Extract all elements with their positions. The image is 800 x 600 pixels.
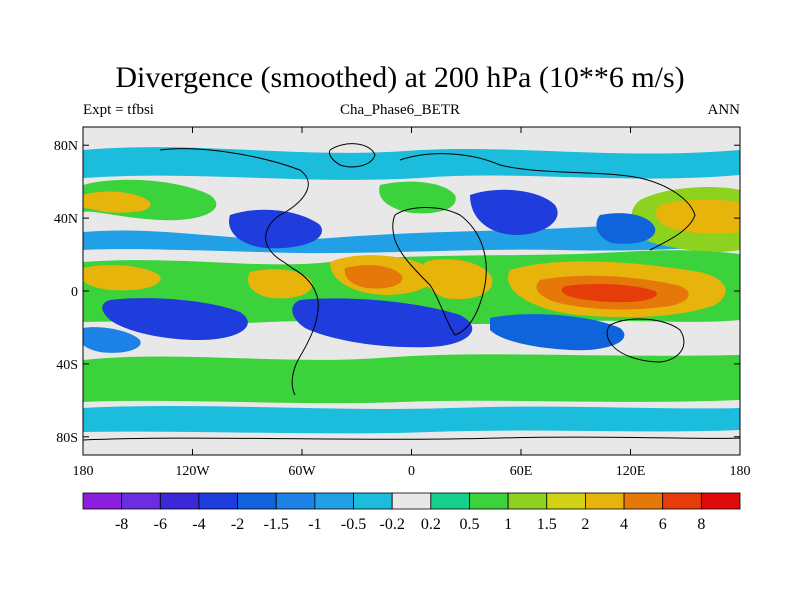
colorbar-swatch (585, 492, 625, 510)
x-tick-label: 120E (616, 464, 646, 479)
x-tick-label: 0 (408, 464, 415, 479)
contour-region (248, 269, 313, 299)
colorbar-swatch (314, 492, 354, 510)
colorbar-swatch (469, 492, 509, 510)
colorbar-swatch (237, 492, 277, 510)
colorbar-swatch (275, 492, 316, 510)
contour-region (83, 223, 740, 254)
colorbar-label: -4 (192, 516, 205, 533)
contour-region (83, 191, 151, 213)
contour-region (561, 283, 658, 303)
x-tick-label: 180 (73, 464, 94, 479)
colorbar-label: 4 (620, 516, 628, 533)
colorbar-swatch (391, 492, 432, 510)
contour-region (83, 327, 141, 353)
eurasia-coast (399, 153, 696, 251)
colorbar-swatch (353, 492, 393, 510)
contour-region (344, 265, 403, 289)
y-tick-label: 80N (54, 139, 78, 154)
contour-region (422, 259, 493, 300)
colorbar-label: -2 (231, 516, 244, 533)
y-tick-label: 0 (71, 285, 78, 300)
colorbar-label: 6 (659, 516, 667, 533)
x-tick-label: 60E (510, 464, 533, 479)
colorbar-label: 1 (504, 516, 512, 533)
y-tick-label: 40N (54, 212, 78, 227)
contour-region (83, 265, 161, 291)
north-america-coast (159, 148, 309, 269)
greenland-coast (329, 143, 376, 168)
antarctica-coast (83, 436, 740, 441)
colorbar-label: -1.5 (264, 516, 289, 533)
contour-region (655, 199, 740, 235)
coastlines (83, 143, 740, 441)
colorbar-label: 1.5 (537, 516, 557, 533)
x-tick-label: 60W (288, 464, 316, 479)
south-america-coast (291, 267, 319, 396)
contour-region (379, 181, 456, 214)
y-axis: 80N 40N 0 40S 80S (54, 139, 740, 446)
contour-field (83, 127, 740, 455)
colorbar-swatch (121, 492, 161, 510)
colorbar-label: -1 (308, 516, 321, 533)
season-label: ANN (707, 102, 741, 118)
colorbar-swatch (198, 492, 238, 510)
colorbar-swatch (159, 492, 200, 510)
colorbar-swatch (623, 492, 664, 510)
colorbar-label: 2 (581, 516, 589, 533)
contour-region (83, 406, 740, 434)
map-title: Divergence (smoothed) at 200 hPa (10**6 … (115, 61, 685, 94)
colorbar: -8 -6 -4 -2 -1.5 -1 -0.5 -0.2 0.2 0.5 1 1.5 2 4 6 8 (82, 492, 741, 533)
x-tick-label: 120W (175, 464, 210, 479)
contour-region (596, 213, 656, 244)
experiment-label: Expt = tfbsi (83, 102, 154, 118)
colorbar-label: -8 (115, 516, 128, 533)
colorbar-label: 0.2 (421, 516, 441, 533)
colorbar-label: -0.2 (380, 516, 405, 533)
australia-coast (606, 318, 685, 363)
colorbar-label: 0.5 (459, 516, 479, 533)
contour-region (470, 189, 558, 235)
colorbar-swatch (700, 492, 741, 510)
contour-region (292, 298, 473, 348)
contour-region (83, 354, 740, 404)
colorbar-label: 8 (697, 516, 705, 533)
africa-coast (392, 207, 487, 336)
y-tick-label: 80S (56, 431, 78, 446)
case-label: Cha_Phase6_BETR (340, 102, 460, 118)
x-axis: 180 120W 60W 0 60E 120E 180 (73, 127, 751, 479)
colorbar-swatch (507, 492, 548, 510)
x-tick-label: 180 (730, 464, 751, 479)
colorbar-swatch (82, 492, 123, 510)
colorbar-swatch (662, 492, 702, 510)
contour-region (102, 298, 248, 340)
colorbar-label: -6 (154, 516, 167, 533)
contour-region (229, 209, 322, 249)
colorbar-label: -0.5 (341, 516, 366, 533)
contour-region (490, 314, 625, 351)
colorbar-swatch (546, 492, 586, 510)
colorbar-swatch (430, 492, 470, 510)
y-tick-label: 40S (56, 358, 78, 373)
